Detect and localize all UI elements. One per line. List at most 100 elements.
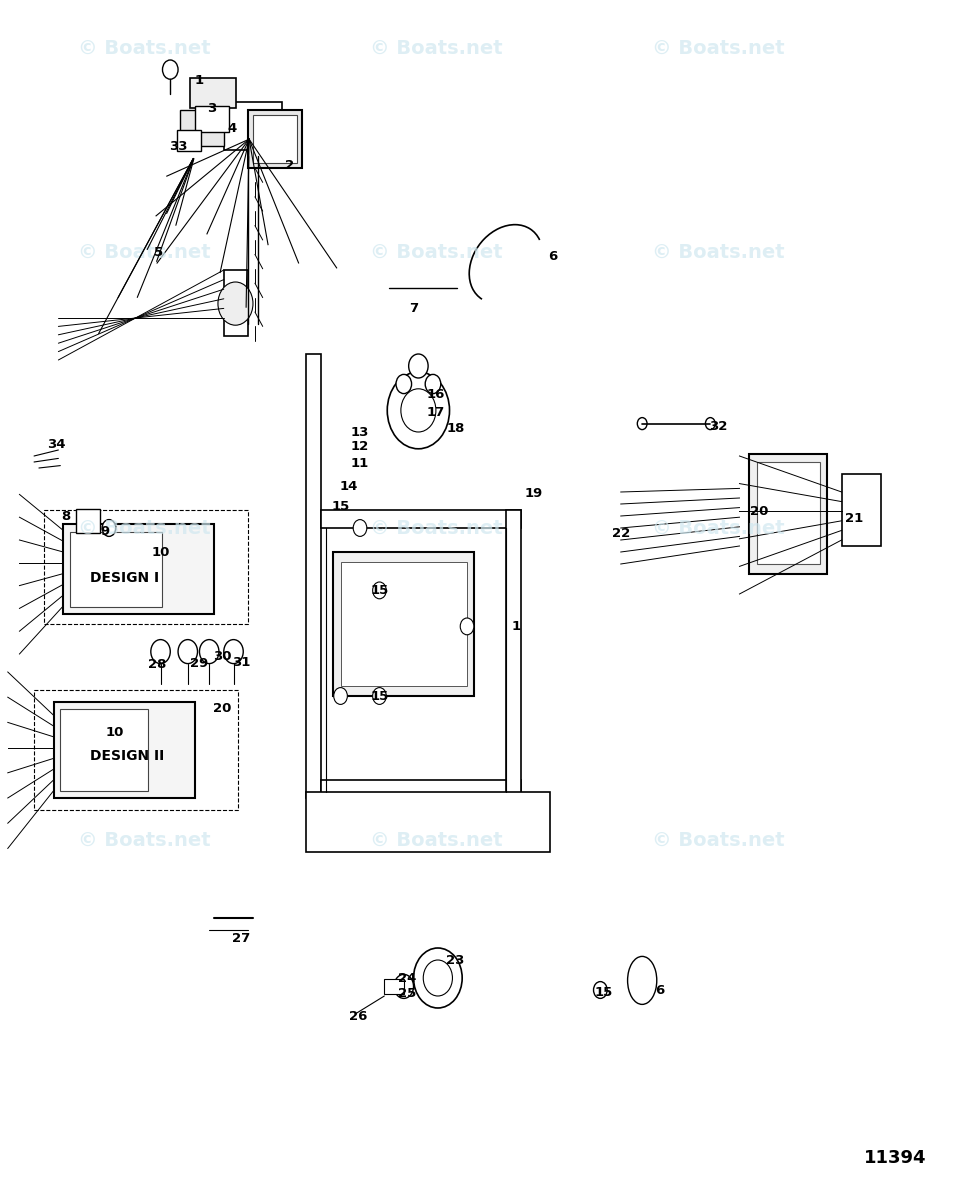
Bar <box>54 702 195 798</box>
Text: 1: 1 <box>511 620 521 632</box>
Text: 6: 6 <box>548 251 558 263</box>
Bar <box>224 270 248 336</box>
Text: 28: 28 <box>149 659 166 671</box>
Text: 29: 29 <box>191 658 208 670</box>
Bar <box>177 130 201 151</box>
Text: 6: 6 <box>655 984 665 996</box>
Text: 32: 32 <box>709 420 727 432</box>
Circle shape <box>705 418 715 430</box>
Text: 15: 15 <box>371 584 388 596</box>
Circle shape <box>387 372 450 449</box>
Text: 1: 1 <box>195 74 204 86</box>
Circle shape <box>178 640 198 664</box>
Text: 15: 15 <box>332 500 349 512</box>
Circle shape <box>102 520 116 536</box>
Text: 13: 13 <box>351 426 369 438</box>
Bar <box>842 474 881 546</box>
Text: © Boats.net: © Boats.net <box>78 242 210 262</box>
Circle shape <box>373 582 386 599</box>
Circle shape <box>394 974 414 998</box>
Text: 21: 21 <box>846 512 863 524</box>
Bar <box>224 102 282 150</box>
Text: 15: 15 <box>595 986 612 998</box>
Text: © Boats.net: © Boats.net <box>370 830 502 850</box>
Text: 19: 19 <box>524 487 542 499</box>
Text: 20: 20 <box>213 702 231 714</box>
Text: © Boats.net: © Boats.net <box>370 518 502 538</box>
Text: © Boats.net: © Boats.net <box>370 242 502 262</box>
Bar <box>44 510 248 624</box>
Circle shape <box>199 640 219 664</box>
Bar <box>321 780 521 798</box>
Text: DESIGN II: DESIGN II <box>90 749 163 763</box>
Circle shape <box>334 688 347 704</box>
Bar <box>333 552 474 696</box>
Bar <box>60 709 148 791</box>
Text: © Boats.net: © Boats.net <box>652 518 784 538</box>
Bar <box>70 532 162 607</box>
Bar <box>248 110 302 168</box>
Bar <box>341 562 467 686</box>
Text: 9: 9 <box>100 526 110 538</box>
Bar <box>306 792 550 852</box>
Text: 10: 10 <box>152 546 169 558</box>
Circle shape <box>151 640 170 664</box>
Circle shape <box>401 389 436 432</box>
Bar <box>180 110 224 146</box>
Circle shape <box>373 688 386 704</box>
Circle shape <box>423 960 452 996</box>
Text: 22: 22 <box>612 528 630 540</box>
Bar <box>76 509 100 533</box>
Text: 11: 11 <box>351 457 369 469</box>
Text: 26: 26 <box>349 1010 367 1022</box>
Text: © Boats.net: © Boats.net <box>652 242 784 262</box>
Bar <box>63 524 214 614</box>
Circle shape <box>460 618 474 635</box>
Text: © Boats.net: © Boats.net <box>78 830 210 850</box>
Text: DESIGN I: DESIGN I <box>90 571 159 586</box>
Circle shape <box>224 640 243 664</box>
Text: © Boats.net: © Boats.net <box>652 38 784 58</box>
Bar <box>195 106 229 132</box>
Text: 3: 3 <box>207 102 217 114</box>
Bar <box>506 510 521 798</box>
Text: 15: 15 <box>371 690 388 702</box>
Text: 18: 18 <box>447 422 464 434</box>
Bar <box>306 354 321 798</box>
Bar <box>190 78 236 108</box>
Text: © Boats.net: © Boats.net <box>78 518 210 538</box>
Text: © Boats.net: © Boats.net <box>78 38 210 58</box>
Text: 25: 25 <box>398 988 415 1000</box>
Text: © Boats.net: © Boats.net <box>370 38 502 58</box>
Text: 17: 17 <box>427 407 445 419</box>
Text: 27: 27 <box>233 932 250 944</box>
Bar <box>253 115 297 163</box>
Circle shape <box>425 374 441 394</box>
Bar <box>34 690 238 810</box>
Circle shape <box>414 948 462 1008</box>
Text: 4: 4 <box>227 122 236 134</box>
Text: 11394: 11394 <box>864 1150 926 1166</box>
Text: 30: 30 <box>212 650 232 662</box>
Text: 2: 2 <box>285 160 295 172</box>
Circle shape <box>396 374 412 394</box>
Text: 5: 5 <box>154 246 163 258</box>
Circle shape <box>637 418 647 430</box>
Bar <box>749 454 827 574</box>
Bar <box>321 510 521 528</box>
Text: © Boats.net: © Boats.net <box>652 830 784 850</box>
Circle shape <box>594 982 607 998</box>
Circle shape <box>409 354 428 378</box>
Text: 33: 33 <box>168 140 188 152</box>
Bar <box>384 979 404 994</box>
Text: 24: 24 <box>398 972 415 984</box>
Circle shape <box>353 520 367 536</box>
Text: 34: 34 <box>47 438 66 450</box>
Text: 12: 12 <box>351 440 369 452</box>
Text: 8: 8 <box>61 510 71 522</box>
Text: 14: 14 <box>340 480 357 492</box>
Circle shape <box>162 60 178 79</box>
Text: 16: 16 <box>427 389 445 401</box>
Text: 31: 31 <box>233 656 250 668</box>
Circle shape <box>218 282 253 325</box>
